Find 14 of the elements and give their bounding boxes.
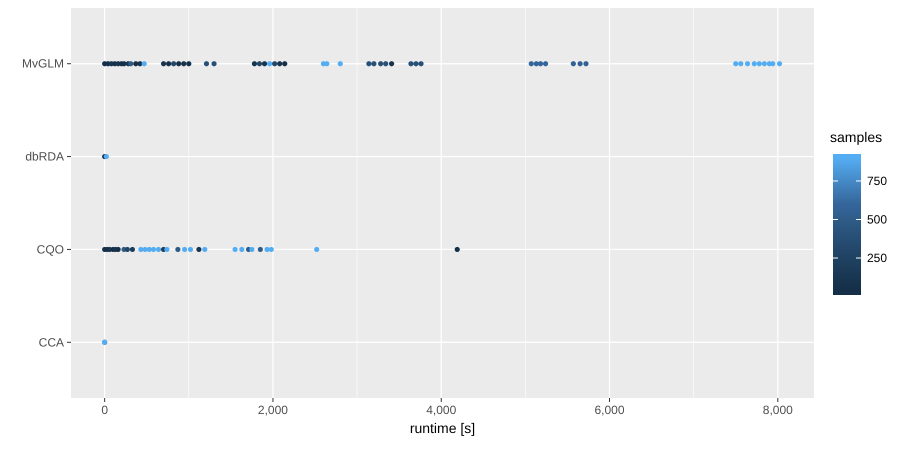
y-tick-label: CQO xyxy=(36,242,64,256)
y-tick-label: dbRDA xyxy=(25,150,64,164)
color-bar-label: 250 xyxy=(867,251,888,266)
color-bar-label: 750 xyxy=(867,174,888,188)
x-axis-title: runtime [s] xyxy=(410,420,476,436)
x-tick-label: 8,000 xyxy=(762,403,794,417)
y-tick-label: MvGLM xyxy=(22,56,64,71)
x-tick-label: 2,000 xyxy=(258,403,288,417)
legend-title: samples xyxy=(830,129,882,145)
x-tick-label: 4,000 xyxy=(426,403,457,417)
y-tick-label: CCA xyxy=(38,335,64,350)
x-tick-label: 0 xyxy=(101,403,108,417)
x-tick-label: 6,000 xyxy=(594,403,625,417)
color-bar-label: 500 xyxy=(867,212,888,226)
